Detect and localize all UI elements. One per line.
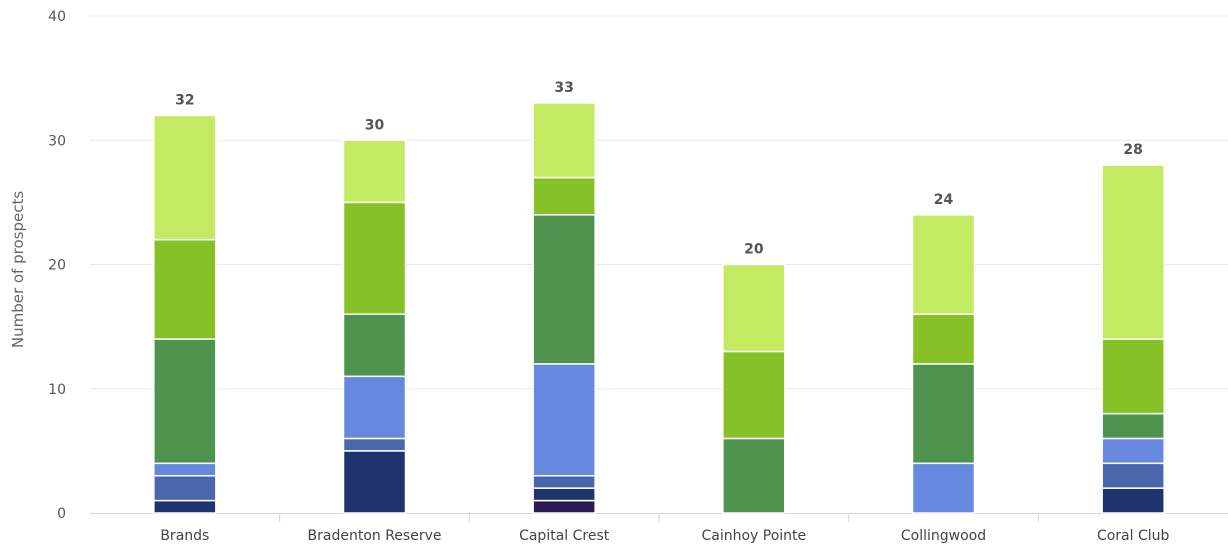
bar-segment [342, 201, 407, 315]
bar-segment [1101, 338, 1165, 415]
bar-segment [153, 114, 217, 241]
bar-segment [532, 214, 596, 365]
y-tick-label: 30 [48, 133, 66, 149]
bar-segment [532, 487, 596, 502]
bar-segment [153, 474, 217, 502]
bar-segment [532, 474, 596, 489]
bar-segment [342, 450, 407, 514]
bar-segment [911, 313, 976, 365]
y-axis-ticks: 0 10 20 30 40 [48, 9, 66, 522]
bar-segment [153, 499, 217, 514]
x-category-label: Capital Crest [519, 528, 610, 544]
bar-total-label: 30 [365, 117, 385, 133]
bar-segment [532, 102, 596, 179]
x-category-label: Coral Club [1097, 528, 1170, 544]
bar-segment [722, 350, 786, 440]
bar-segment [342, 437, 407, 452]
bar-segment [532, 363, 596, 477]
bar-segment [153, 462, 217, 477]
x-category-label: Brands [160, 528, 209, 544]
x-axis-category-labels: Brands Bradenton Reserve Capital Crest Cain… [160, 528, 1169, 544]
bar-segment [153, 238, 217, 340]
y-axis-label: Number of prospects [9, 191, 27, 348]
bar-segment [1101, 487, 1165, 514]
bar-segment [532, 176, 596, 216]
x-category-label: Bradenton Reserve [308, 528, 442, 544]
bar-segment [532, 499, 596, 514]
bar-segment [1101, 462, 1165, 489]
bar-segment [342, 313, 407, 378]
bar-segment [1101, 437, 1165, 465]
y-tick-label: 20 [48, 258, 66, 274]
bar-segment [1101, 164, 1165, 340]
bar-segment [153, 338, 217, 465]
bar-segment [911, 462, 976, 514]
bar-segment [342, 375, 407, 440]
bar-total-label: 32 [175, 92, 194, 108]
bar-segment [342, 139, 407, 204]
y-tick-label: 0 [57, 506, 66, 522]
bar-total-label: 20 [744, 242, 764, 258]
x-axis-tick-marks [279, 513, 1039, 522]
bar-segment [911, 363, 976, 465]
bar-segment [1101, 412, 1165, 440]
bar-total-label: 28 [1123, 142, 1142, 158]
bar-segment [911, 214, 976, 315]
bar-stacks [153, 102, 1165, 514]
y-tick-label: 40 [48, 9, 66, 25]
x-category-label: Collingwood [901, 528, 986, 544]
bar-total-label: 33 [554, 80, 573, 96]
bar-total-label: 24 [934, 192, 954, 208]
bar-total-labels: 32 30 33 20 24 28 [175, 80, 1143, 258]
x-category-label: Cainhoy Pointe [701, 528, 806, 544]
y-tick-label: 10 [48, 382, 66, 398]
bar-segment [722, 263, 786, 353]
bar-segment [722, 437, 786, 514]
gridlines [90, 15, 1228, 390]
